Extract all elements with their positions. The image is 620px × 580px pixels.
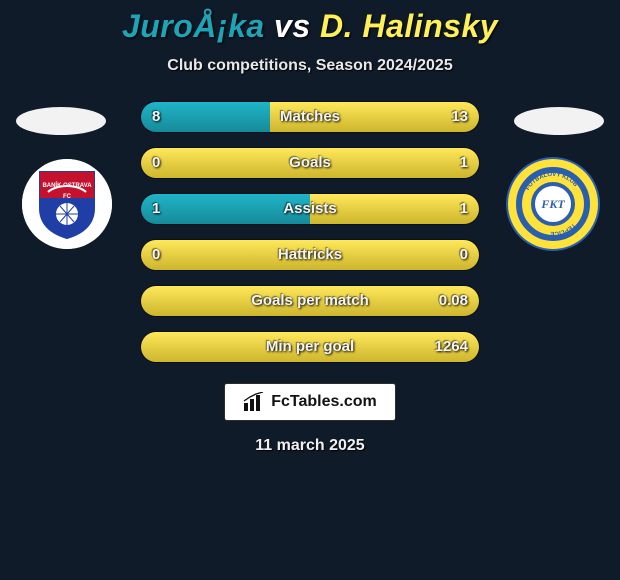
brand-box: FcTables.com <box>224 383 396 421</box>
stat-value-left <box>140 285 164 317</box>
stat-row: 01Goals <box>140 147 480 179</box>
stat-value-left: 1 <box>140 193 172 225</box>
page-title: JuroÅ¡ka vs D. Halinsky <box>0 8 620 45</box>
brand-text: FcTables.com <box>271 393 377 411</box>
bar-segment-right <box>141 148 479 178</box>
bar-segment-right <box>141 240 479 270</box>
stat-bars: 813Matches01Goals11Assists00Hattricks0.0… <box>140 101 480 377</box>
stat-value-right: 0.08 <box>427 285 480 317</box>
stat-row: 813Matches <box>140 101 480 133</box>
stat-row: 1264Min per goal <box>140 331 480 363</box>
title-separator: vs <box>274 8 311 44</box>
stat-value-right: 1 <box>448 193 480 225</box>
player2-name: D. Halinsky <box>320 8 498 44</box>
stat-value-left <box>140 331 164 363</box>
subtitle: Club competitions, Season 2024/2025 <box>0 57 620 75</box>
footer: FcTables.com 11 march 2025 <box>0 383 620 455</box>
banik-shield-icon: BANÍK OSTRAVA FC <box>36 168 98 240</box>
club-badge-right: FOTBALOVÝ KLUB TEPLICE FKT <box>508 159 598 249</box>
stat-value-right: 13 <box>439 101 480 133</box>
bar-track <box>140 147 480 179</box>
stat-value-right: 1 <box>448 147 480 179</box>
bar-track <box>140 239 480 271</box>
svg-text:BANÍK OSTRAVA: BANÍK OSTRAVA <box>42 181 92 189</box>
stat-value-right: 0 <box>448 239 480 271</box>
stat-value-right: 1264 <box>423 331 480 363</box>
svg-text:FC: FC <box>63 194 72 200</box>
stat-row: 0.08Goals per match <box>140 285 480 317</box>
stat-value-left: 8 <box>140 101 172 133</box>
chart-icon <box>243 392 265 412</box>
stat-row: 11Assists <box>140 193 480 225</box>
player1-oval <box>16 107 106 135</box>
date-text: 11 march 2025 <box>0 437 620 455</box>
player1-name: JuroÅ¡ka <box>122 8 265 44</box>
comparison-stage: BANÍK OSTRAVA FC FOTBALOVÝ KLUB TEPLICE … <box>0 101 620 377</box>
stat-value-left: 0 <box>140 147 172 179</box>
teplice-monogram: FKT <box>531 182 575 226</box>
bar-track <box>140 101 480 133</box>
bar-track <box>140 193 480 225</box>
stat-value-left: 0 <box>140 239 172 271</box>
player2-oval <box>514 107 604 135</box>
club-badge-left: BANÍK OSTRAVA FC <box>22 159 112 249</box>
stat-row: 00Hattricks <box>140 239 480 271</box>
